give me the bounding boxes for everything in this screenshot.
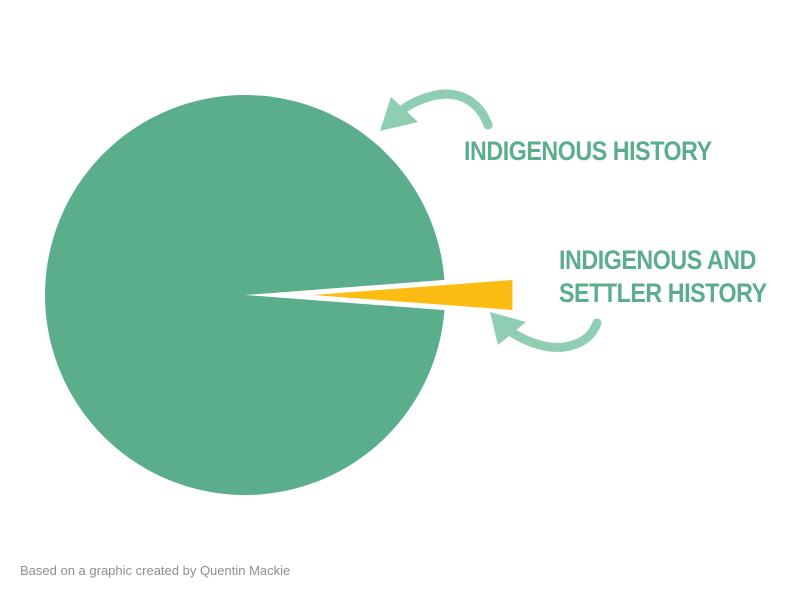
label-indigenous-and-settler-history: INDIGENOUS AND SETTLER HISTORY <box>559 244 767 310</box>
label-indigenous-history: INDIGENOUS HISTORY <box>464 135 712 168</box>
label-major-text: INDIGENOUS HISTORY <box>464 136 712 166</box>
pie-slice-indigenous-history <box>44 95 445 496</box>
arrow-to-major-slice <box>380 89 493 131</box>
pie-slice-indigenous-and-settler-history <box>313 279 513 311</box>
arrow-to-minor-slice <box>490 312 602 352</box>
label-minor-line-1: INDIGENOUS AND <box>559 245 756 275</box>
label-minor-line-2: SETTLER HISTORY <box>559 278 767 308</box>
credit-text: Based on a graphic created by Quentin Ma… <box>20 563 291 578</box>
